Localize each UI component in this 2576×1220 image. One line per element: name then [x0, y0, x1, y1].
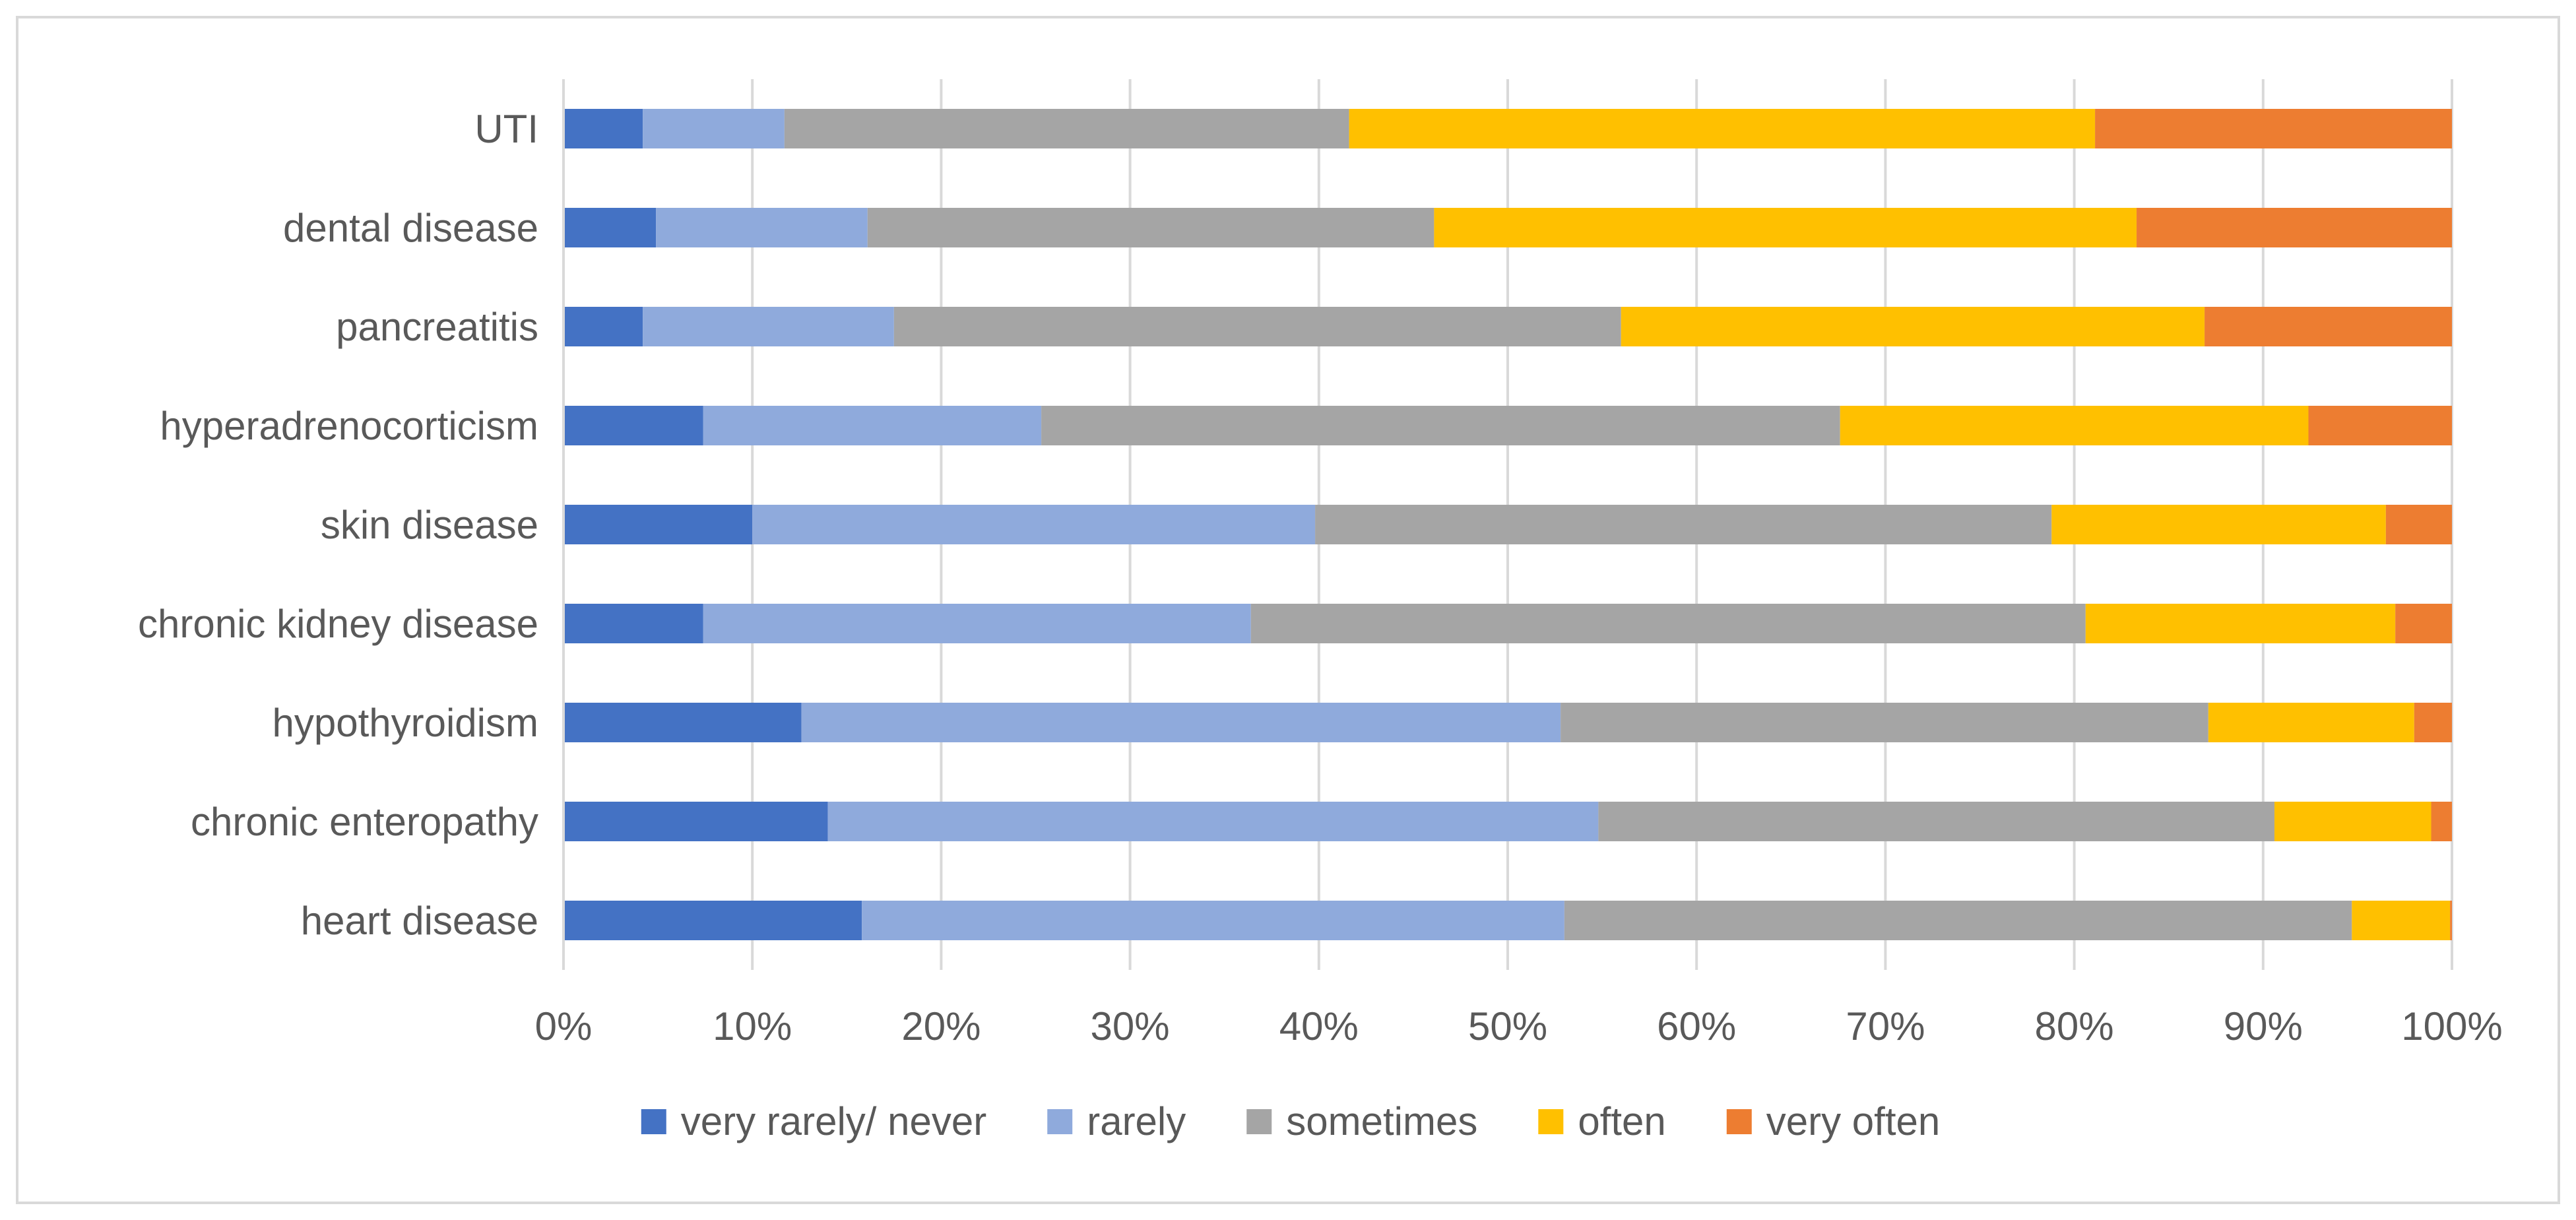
bar-segment-rarely [862, 901, 1564, 940]
bar-segment-often [1434, 208, 2137, 247]
category-label: heart disease [301, 899, 538, 943]
value-axis: 0% 10% 20% 30% 40% 50% 60% 70% 80% 90% 100% [535, 79, 2503, 1048]
bar-segment-very-often [2308, 406, 2452, 445]
bar-segment-sometimes [1315, 505, 2052, 544]
bar-segment-very-rarely-never [564, 505, 753, 544]
bar-segment-very-rarely-never [564, 109, 643, 148]
bar-segment-very-often [2137, 208, 2452, 247]
legend-item-sometimes: sometimes [1246, 1099, 1477, 1143]
category-label: dental disease [283, 206, 538, 250]
bar-segment-very-often [2450, 901, 2452, 940]
category-label: chronic enteropathy [191, 800, 538, 844]
x-tick-label: 30% [1091, 1004, 1170, 1048]
legend-swatch [1047, 1109, 1073, 1134]
bar-segment-rarely [801, 703, 1561, 742]
bar-segment-rarely [643, 109, 785, 148]
bar-segment-often [2208, 703, 2414, 742]
legend-label: very rarely/ never [681, 1099, 986, 1143]
category-label: hyperadrenocorticism [160, 404, 538, 448]
legend-item-rarely: rarely [1047, 1099, 1186, 1143]
bar-segment-sometimes [893, 307, 1621, 346]
bar-segment-very-rarely-never [564, 802, 828, 841]
legend-label: very often [1766, 1099, 1940, 1143]
x-tick-label: 0% [535, 1004, 593, 1048]
bar-segment-rarely [827, 802, 1599, 841]
legend-label: sometimes [1286, 1099, 1477, 1143]
bar-segment-very-often [2095, 109, 2452, 148]
x-tick-label: 60% [1657, 1004, 1736, 1048]
bar-segment-sometimes [1598, 802, 2274, 841]
legend-swatch [1538, 1109, 1564, 1134]
x-tick-label: 90% [2224, 1004, 2303, 1048]
bars [564, 109, 2452, 940]
bar-segment-rarely [643, 307, 894, 346]
category-label: hypothyroidism [272, 701, 538, 745]
x-tick-label: 50% [1468, 1004, 1547, 1048]
bar-segment-sometimes [1561, 703, 2208, 742]
bar-segment-often [1349, 109, 2096, 148]
legend-swatch [641, 1109, 666, 1134]
bar-segment-rarely [703, 406, 1042, 445]
bar-segment-very-rarely-never [564, 307, 643, 346]
bar-segment-very-rarely-never [564, 208, 657, 247]
x-tick-label: 40% [1279, 1004, 1359, 1048]
bar-segment-often [1621, 307, 2205, 346]
bar-segment-sometimes [784, 109, 1349, 148]
legend-swatch [1726, 1109, 1752, 1134]
category-axis: UTI dental disease pancreatitis hyperadreno… [138, 107, 538, 943]
x-tick-label: 70% [1846, 1004, 1925, 1048]
bar-segment-often [2051, 505, 2386, 544]
category-label: skin disease [321, 503, 538, 547]
bar-segment-sometimes [1250, 604, 2086, 643]
x-tick-label: 80% [2035, 1004, 2114, 1048]
category-label: chronic kidney disease [138, 602, 538, 646]
bar-segment-sometimes [1041, 406, 1840, 445]
bar-segment-often [2085, 604, 2396, 643]
legend-label: often [1578, 1099, 1665, 1143]
bar-segment-very-rarely-never [564, 703, 802, 742]
x-tick-label: 10% [713, 1004, 792, 1048]
bar-segment-often [2352, 901, 2451, 940]
bar-segment-often [1840, 406, 2309, 445]
bar-segment-often [2274, 802, 2431, 841]
bar-segment-very-often [2395, 604, 2452, 643]
legend-swatch [1246, 1109, 1272, 1134]
x-tick-label: 100% [2401, 1004, 2502, 1048]
bar-segment-very-often [2205, 307, 2452, 346]
category-label: UTI [474, 107, 538, 151]
bar-segment-sometimes [1564, 901, 2352, 940]
bar-segment-very-often [2385, 505, 2452, 544]
x-tick-label: 20% [901, 1004, 981, 1048]
bar-segment-very-often [2414, 703, 2452, 742]
bar-segment-very-often [2431, 802, 2452, 841]
legend-item-very-rarely-never: very rarely/ never [641, 1099, 986, 1143]
bar-segment-very-rarely-never [564, 406, 703, 445]
legend-item-often: often [1538, 1099, 1666, 1143]
bar-segment-rarely [752, 505, 1316, 544]
bar-segment-rarely [703, 604, 1251, 643]
bar-segment-sometimes [867, 208, 1434, 247]
legend: very rarely/ never rarely sometimes often ve… [641, 1099, 1940, 1143]
bar-segment-rarely [656, 208, 868, 247]
stacked-bar-chart: 0% 10% 20% 30% 40% 50% 60% 70% 80% 90% 100% UTI den… [138, 79, 2503, 1143]
category-label: pancreatitis [336, 305, 538, 349]
bar-segment-very-rarely-never [564, 901, 862, 940]
legend-label: rarely [1087, 1099, 1186, 1143]
legend-item-very-often: very often [1726, 1099, 1940, 1143]
chart-frame: 0% 10% 20% 30% 40% 50% 60% 70% 80% 90% 100% UTI den… [16, 16, 2560, 1204]
bar-segment-very-rarely-never [564, 604, 703, 643]
